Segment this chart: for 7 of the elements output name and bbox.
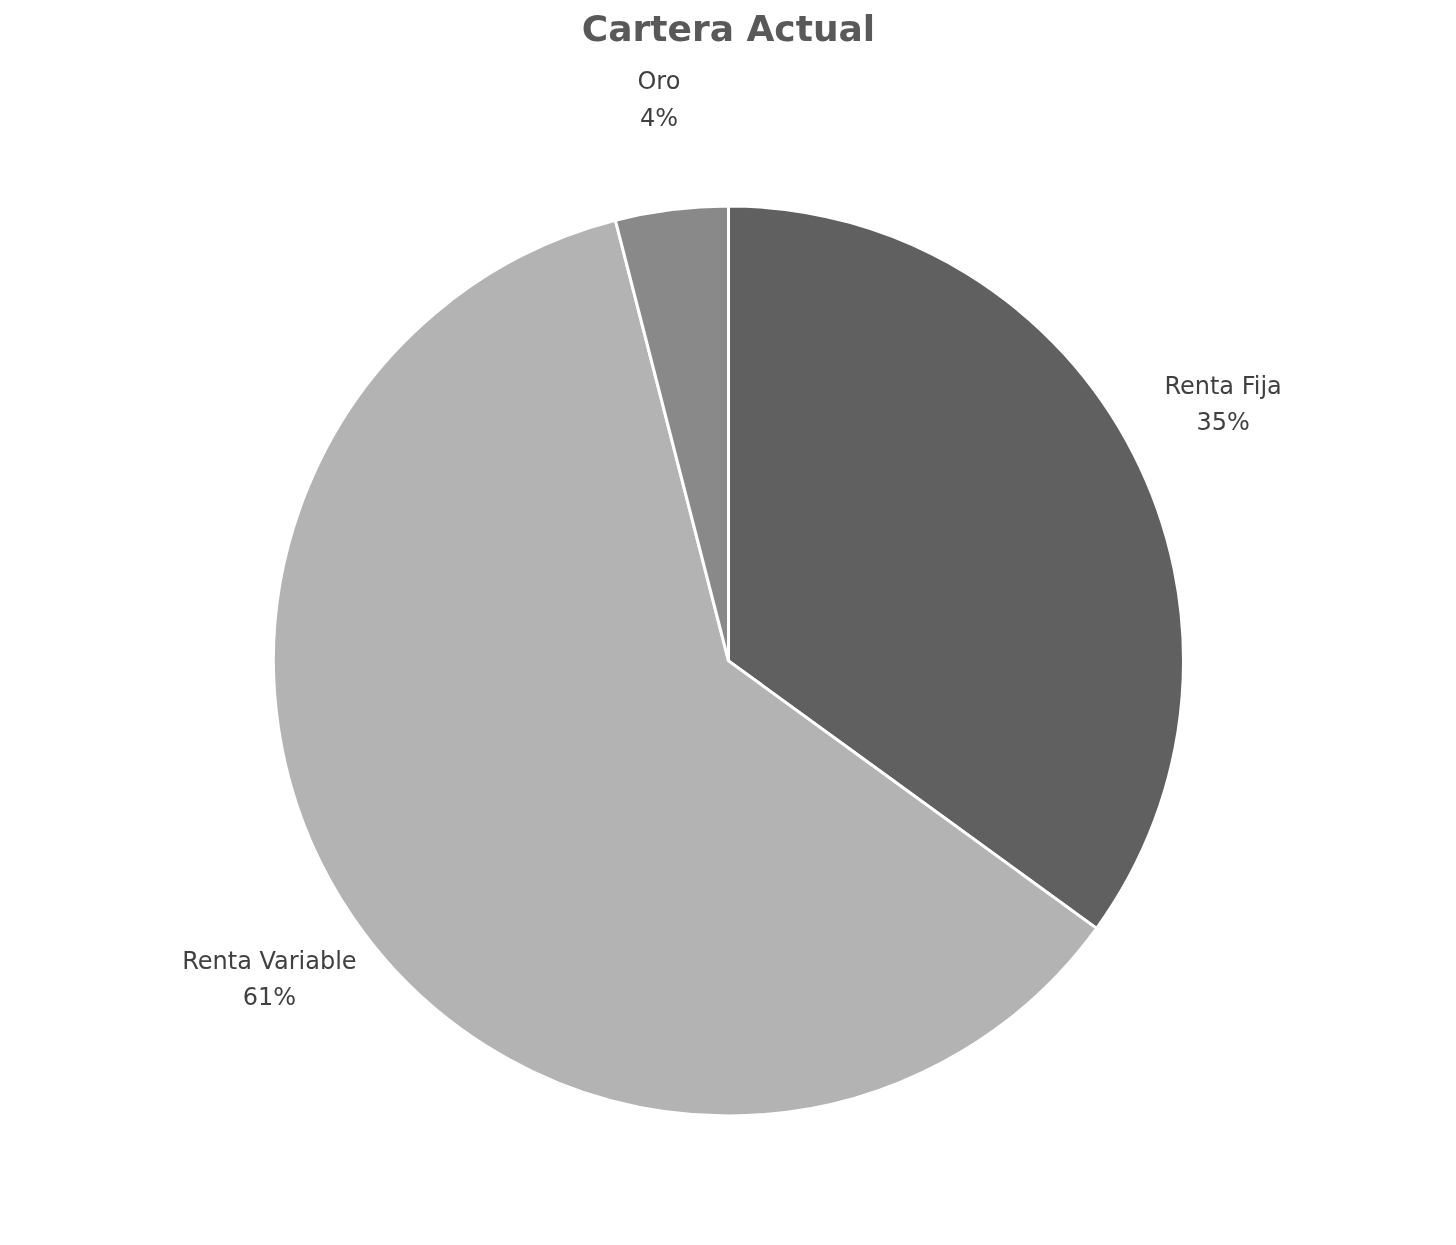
chart-title: Cartera Actual [581, 7, 876, 49]
data-label: 4% [639, 103, 678, 132]
slice-label: Renta Variable [182, 946, 357, 975]
data-label: 61% [242, 983, 297, 1012]
slice-label: Oro [637, 67, 681, 96]
slice-label: Renta Fija [1164, 371, 1282, 400]
data-label: 35% [1196, 408, 1250, 437]
